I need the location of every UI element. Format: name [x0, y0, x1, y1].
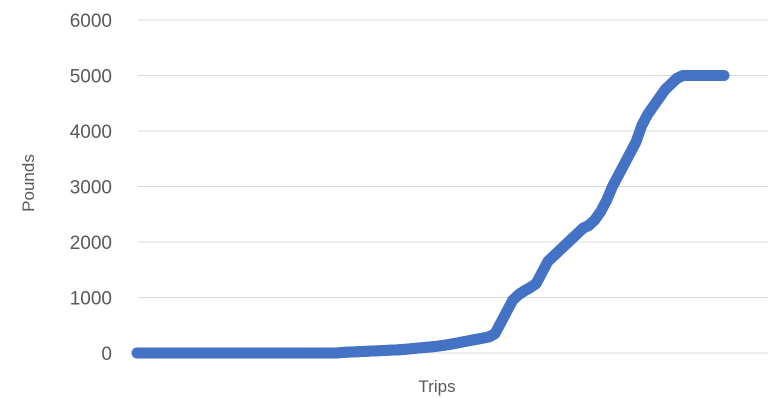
y-tick-label-3000: 3000: [70, 178, 112, 199]
y-tick-label-1000: 1000: [70, 289, 112, 310]
y-tick-label-2000: 2000: [70, 233, 112, 254]
gridlines: [138, 19, 768, 354]
y-tick-label-6000: 6000: [70, 11, 112, 32]
x-axis-title: Trips: [418, 377, 455, 396]
scatter-points: [131, 70, 730, 359]
y-tick-label-0: 0: [101, 344, 112, 365]
data-point: [718, 70, 730, 81]
y-axis-tick-labels: 0 1000 2000 3000 4000 5000 6000: [70, 11, 112, 365]
y-axis-title: Pounds: [19, 154, 38, 212]
y-tick-label-5000: 5000: [70, 67, 112, 88]
y-tick-label-4000: 4000: [70, 122, 112, 143]
